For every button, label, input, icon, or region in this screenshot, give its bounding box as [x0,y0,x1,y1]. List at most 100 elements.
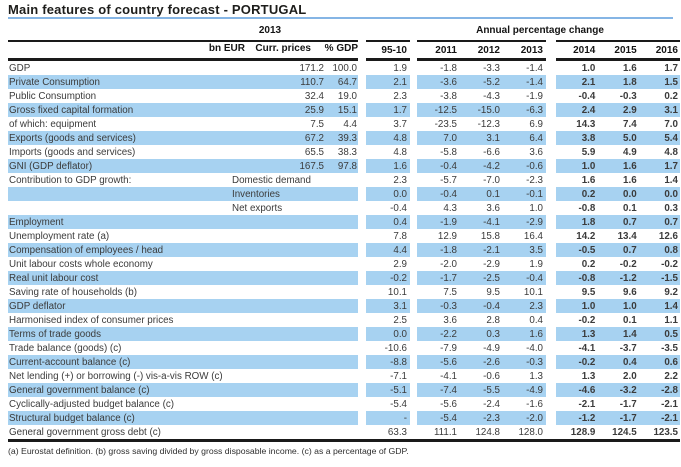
table-row: GDP deflator 3.1 -0.3 -0.4 2.3 1.0 1.0 1… [8,299,680,313]
cell-2011: -4.1 [440,370,457,382]
cell-2012: -4.9 [483,342,500,354]
cell-2011: -3.6 [440,76,457,88]
header-divider-rule [8,40,680,42]
cell-2013: 1.9 [529,258,543,270]
cell-pct-gdp: 64.7 [337,76,357,88]
cell-2016: 1.4 [664,174,678,186]
cell-2011: -5.7 [440,174,457,186]
cell-2015: -1.7 [619,412,637,424]
cell-2016: 0.8 [664,244,678,256]
row-label: Structural budget balance (c) [9,412,135,424]
cell-2012: -6.6 [483,146,500,158]
cell-2015: 5.0 [623,132,637,144]
cell-2011: 111.1 [433,426,457,438]
cell-2012: -7.0 [483,174,500,186]
cell-2013: 0.4 [529,314,543,326]
cell-2016: 1.1 [664,314,678,326]
cell-2012: 0.3 [486,328,500,340]
cell-2014: 9.5 [581,286,596,298]
cell-pct-gdp: 39.3 [337,132,357,144]
row-label: of which: equipment [9,118,97,130]
row-label: Saving rate of households (b) [9,286,137,298]
cell-2011: -23.5 [434,118,457,130]
cell-2015: 1.6 [623,160,637,172]
page-title: Main features of country forecast - PORT… [8,2,307,17]
cell-2015: 4.9 [623,146,637,158]
cell-2012: 0.1 [486,188,500,200]
cell-2013: -2.0 [526,412,543,424]
cell-2016: 7.0 [664,118,678,130]
cell-2011: -5.6 [440,356,457,368]
cell-2015: 0.7 [623,216,637,228]
cell-2013: 10.1 [523,286,543,298]
cell-2014: -0.5 [578,244,596,256]
cell-2014: 0.2 [581,188,596,200]
table-row: Net lending (+) or borrowing (-) vis-a-v… [8,369,680,383]
col-header-curr-prices: Curr. prices [255,43,311,54]
cell-2016: -3.5 [661,342,678,354]
cell-2011: -12.5 [434,104,457,116]
cell-bn-eur-curr-prices: 171.2 [299,62,324,74]
header-group-2013: 2013 [258,25,282,36]
cell-2011: -0.3 [440,300,457,312]
cell-2013: -4.0 [526,342,543,354]
cell-95-10: 4.4 [393,244,407,256]
row-label: Public Consumption [9,90,97,102]
cell-2011: -0.4 [440,188,457,200]
table-row: Cyclically-adjusted budget balance (c) -… [8,397,680,411]
row-label: GDP deflator [9,300,66,312]
cell-2011: 4.3 [443,202,457,214]
cell-bn-eur-curr-prices: 110.7 [300,76,324,88]
row-sublabel: Domestic demand [232,174,311,186]
row-label: Imports (goods and services) [9,146,136,158]
cell-95-10: - [403,412,407,424]
cell-bn-eur-curr-prices: 67.2 [304,132,324,144]
cell-95-10: 0.4 [393,216,407,228]
cell-2014: 2.4 [581,104,596,116]
cell-95-10: 2.1 [393,76,407,88]
cell-2015: 1.4 [623,328,637,340]
cell-2011: -3.8 [440,90,457,102]
cell-95-10: -10.6 [384,342,407,354]
row-label: Exports (goods and services) [9,132,136,144]
row-label: Employment [9,216,64,228]
cell-2014: 14.2 [576,230,596,242]
cell-bn-eur-curr-prices: 32.4 [304,90,324,102]
cell-2014: 1.3 [581,370,596,382]
cell-95-10: -0.2 [390,272,407,284]
cell-pct-gdp: 4.4 [343,118,357,130]
row-label: Private Consumption [9,76,100,88]
cell-2015: -1.2 [619,272,637,284]
cell-2015: -0.3 [619,90,637,102]
row-label: General government gross debt (c) [9,426,161,438]
cell-2015: 1.6 [623,174,637,186]
cell-2016: 123.5 [653,426,678,438]
cell-2012: 3.6 [486,202,500,214]
cell-2012: -2.5 [483,272,500,284]
table-row: Inventories 0.0 -0.4 0.1 -0.1 0.2 0.0 0.… [8,187,680,201]
cell-2015: 1.6 [623,62,637,74]
cell-2014: -2.1 [578,398,596,410]
header-group-annual-percentage-change: Annual percentage change [476,25,604,36]
row-label: Compensation of employees / head [9,244,164,256]
cell-95-10: 1.6 [393,160,407,172]
cell-95-10: -8.8 [390,356,407,368]
cell-2013: 6.4 [529,132,543,144]
cell-2011: -1.9 [440,216,457,228]
cell-2013: 16.4 [523,230,543,242]
col-header-2014: 2014 [573,44,596,56]
cell-2012: -4.3 [483,90,500,102]
cell-2014: -4.1 [578,342,596,354]
cell-2013: -2.9 [526,216,543,228]
row-label: Harmonised index of consumer prices [9,314,174,326]
row-sublabel: Net exports [232,202,283,214]
table-bottom-border [8,439,680,442]
row-sublabel: Inventories [232,188,280,200]
cell-2016: 0.6 [664,356,678,368]
cell-2016: 0.3 [664,202,678,214]
table-row: Imports (goods and services) 65.5 38.3 4… [8,145,680,159]
table-row: Current-account balance (c) -8.8 -5.6 -2… [8,355,680,369]
cell-2011: -5.6 [440,398,457,410]
cell-2014: 2.1 [581,76,596,88]
